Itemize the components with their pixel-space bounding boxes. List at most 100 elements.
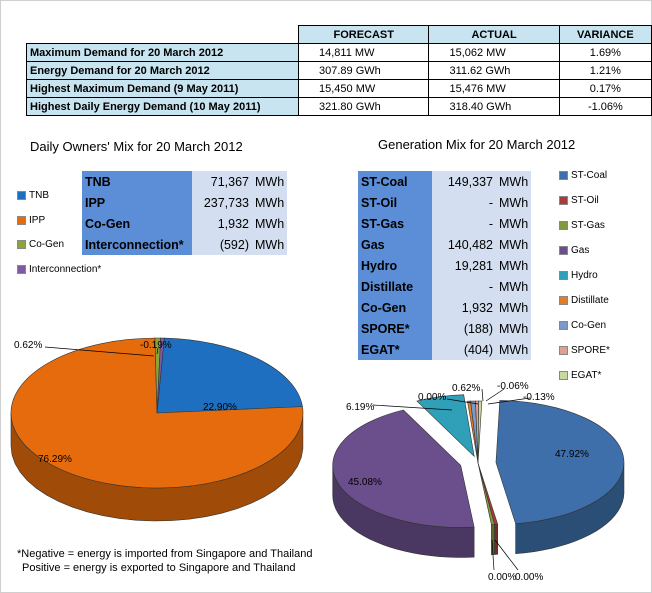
- source-unit: MWh: [496, 318, 532, 339]
- source-value: 149,337: [432, 171, 496, 192]
- table-row: Interconnection* (592) MWh: [82, 234, 288, 255]
- legend-item: Gas: [559, 245, 589, 256]
- legend-item: ST-Gas: [559, 220, 605, 231]
- row-label: Energy Demand for 20 March 2012: [25, 61, 300, 80]
- pie-value-label: -0.06%: [497, 381, 529, 392]
- leader-line: [487, 397, 531, 405]
- leader-line: [491, 539, 495, 571]
- source-name: Gas: [358, 234, 432, 255]
- source-value: 1,932: [432, 297, 496, 318]
- row-forecast: 321.80 GWh: [298, 97, 430, 116]
- legend-swatch: [17, 215, 26, 225]
- header-blank: [26, 25, 300, 44]
- pie-value-label: 76.29%: [38, 454, 72, 465]
- legend-item: Hydro: [559, 270, 598, 281]
- pie-slice-side: [494, 523, 498, 555]
- source-value: (592): [192, 234, 252, 255]
- pie-value-label: 0.62%: [452, 383, 481, 394]
- table-row: Gas 140,482 MWh: [358, 234, 532, 255]
- generation-mix-title: Generation Mix for 20 March 2012: [378, 137, 576, 152]
- source-value: -: [432, 213, 496, 234]
- legend-label: Gas: [571, 245, 590, 256]
- legend-item: Co-Gen: [17, 239, 64, 250]
- legend-label: Distillate: [571, 295, 609, 306]
- leader-line: [485, 388, 505, 402]
- row-actual: 318.40 GWh: [428, 97, 560, 116]
- leader-line: [156, 347, 159, 355]
- legend-swatch: [17, 240, 26, 249]
- legend-swatch: [559, 321, 568, 330]
- legend-swatch: [559, 221, 568, 230]
- source-value: -: [432, 276, 496, 297]
- pie-value-label: -0.13%: [523, 392, 555, 403]
- legend-item: SPORE*: [559, 345, 610, 356]
- footnote-line-1: *Negative = energy is imported from Sing…: [17, 548, 313, 560]
- source-value: 19,281: [432, 255, 496, 276]
- pie-value-label: 6.19%: [346, 402, 375, 413]
- table-row: TNB 71,367 MWh: [82, 171, 288, 192]
- legend-item: TNB: [17, 190, 49, 201]
- legend-swatch: [559, 296, 568, 305]
- pie-value-label: 47.92%: [555, 449, 589, 460]
- legend-swatch: [559, 271, 568, 280]
- pie-value-label: 0.62%: [14, 340, 43, 351]
- legend-label: ST-Coal: [571, 170, 608, 181]
- source-unit: MWh: [496, 213, 532, 234]
- table-row: Energy Demand for 20 March 2012 307.89 G…: [25, 61, 652, 80]
- source-value: 1,932: [192, 213, 252, 234]
- source-unit: MWh: [496, 339, 532, 360]
- pie-slice: [477, 462, 499, 525]
- legend-label: Hydro: [571, 270, 598, 281]
- legend-label: ST-Oil: [571, 195, 599, 206]
- source-name: ST-Gas: [358, 213, 432, 234]
- pie-slice: [156, 337, 303, 414]
- table-row: ST-Oil - MWh: [358, 192, 532, 213]
- table-row: Highest Daily Energy Demand (10 May 2011…: [25, 97, 652, 116]
- leader-line: [446, 398, 479, 405]
- legend-swatch: [559, 371, 568, 380]
- source-name: EGAT*: [358, 339, 432, 360]
- source-unit: MWh: [496, 255, 532, 276]
- source-value: (404): [432, 339, 496, 360]
- pie-slice: [495, 400, 625, 525]
- owners-mix-table: TNB 71,367 MWh IPP 237,733 MWh Co-Gen 1,932 MWh I…: [82, 171, 288, 255]
- source-unit: MWh: [496, 171, 532, 192]
- row-label: Maximum Demand for 20 March 2012: [25, 43, 300, 62]
- row-label: Highest Maximum Demand (9 May 2011): [25, 79, 300, 98]
- legend-label: ST-Gas: [571, 220, 605, 231]
- table-row: Highest Maximum Demand (9 May 2011) 15,4…: [25, 79, 652, 98]
- source-unit: MWh: [496, 297, 532, 318]
- legend-swatch: [559, 346, 568, 355]
- pie-value-label: -0.19%: [140, 340, 172, 351]
- legend-label: Co-Gen: [29, 239, 65, 250]
- table-row: Distillate - MWh: [358, 276, 532, 297]
- source-value: 71,367: [192, 171, 252, 192]
- leader-line: [44, 346, 155, 357]
- source-name: TNB: [82, 171, 192, 192]
- row-variance: -1.06%: [558, 97, 652, 116]
- pie-value-label: 22.90%: [203, 402, 237, 413]
- row-variance: 0.17%: [558, 79, 652, 98]
- table-row: Co-Gen 1,932 MWh: [82, 213, 288, 234]
- legend-label: Co-Gen: [571, 320, 607, 331]
- owners-mix-title: Daily Owners' Mix for 20 March 2012: [30, 139, 243, 154]
- legend-item: IPP: [17, 215, 45, 226]
- row-actual: 15,062 MW: [428, 43, 560, 62]
- legend-label: TNB: [29, 190, 49, 201]
- pie-value-label: 0.00%: [418, 392, 447, 403]
- pie-value-label: 0.00%: [488, 572, 517, 583]
- pie-value-label: 0.00%: [515, 572, 544, 583]
- source-value: -: [432, 192, 496, 213]
- table-row: Co-Gen 1,932 MWh: [358, 297, 532, 318]
- pie-slice: [332, 409, 475, 528]
- source-value: 140,482: [432, 234, 496, 255]
- source-value: (188): [432, 318, 496, 339]
- source-unit: MWh: [252, 213, 288, 234]
- legend-item: Interconnection*: [17, 264, 101, 275]
- legend-item: Co-Gen: [559, 320, 606, 331]
- header-actual: ACTUAL: [428, 25, 560, 44]
- legend-label: EGAT*: [571, 370, 602, 381]
- table-row: ST-Gas - MWh: [358, 213, 532, 234]
- source-name: Co-Gen: [82, 213, 192, 234]
